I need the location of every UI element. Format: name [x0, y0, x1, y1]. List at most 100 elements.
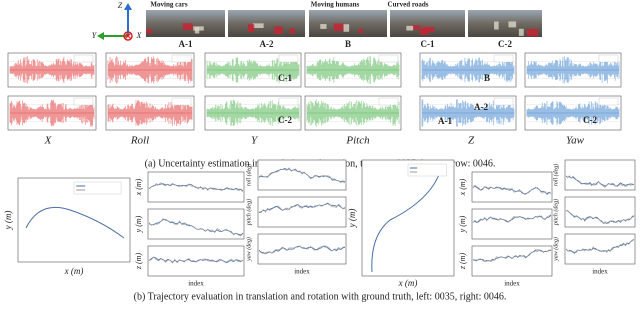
series-pred	[472, 249, 552, 262]
image-detail	[494, 21, 499, 30]
plot-marker: C-2	[278, 115, 292, 125]
axis-title: y (m)	[458, 215, 467, 233]
image-detail	[518, 28, 524, 36]
image-detail	[411, 25, 421, 30]
axis-name: Z	[468, 135, 475, 147]
axis-letter: X	[136, 31, 143, 40]
plot-legend	[278, 54, 299, 63]
axis-name: Pitch	[345, 135, 370, 147]
axis-title: x (m)	[64, 266, 84, 276]
image-detail	[274, 26, 283, 34]
axis-title: y (m)	[134, 215, 143, 233]
plot-marker: C-1	[278, 73, 292, 83]
image-label: B	[345, 39, 351, 49]
axis-title: yaw (deg)	[245, 237, 252, 262]
image-detail	[320, 24, 327, 29]
plot-legend	[493, 54, 514, 63]
plot-marker: B	[484, 73, 490, 83]
series-pred	[565, 175, 635, 188]
series-gt	[472, 185, 552, 195]
image-detail	[358, 28, 364, 34]
axis-title: roll (deg)	[552, 164, 559, 187]
series-pred	[258, 202, 346, 214]
axis-title: x (m)	[398, 278, 418, 288]
plot-legend	[73, 97, 94, 106]
axis-title: x (m)	[458, 178, 467, 196]
plot-marker: A-1	[438, 116, 452, 126]
image-label: A-2	[260, 39, 274, 49]
image-detail	[247, 24, 255, 32]
trajectory-legend	[73, 181, 122, 195]
plot-legend	[171, 97, 192, 106]
axis-name: X	[44, 135, 53, 147]
axis-title: index	[592, 268, 608, 276]
series-gt	[472, 249, 552, 262]
series-frame	[471, 208, 553, 240]
plot-legend	[493, 97, 514, 106]
axis-title: yaw (deg)	[552, 237, 559, 262]
series-frame	[564, 159, 636, 191]
series-pred	[566, 210, 635, 225]
axis-name: Yaw	[566, 135, 585, 147]
plot-legend	[278, 97, 299, 106]
trajectory-gt	[371, 171, 441, 273]
axis-title: pitch (deg)	[245, 199, 252, 226]
axis-title: y (m)	[3, 211, 13, 231]
image-detail	[146, 29, 153, 34]
image-label: C-2	[498, 39, 512, 49]
series-frame	[147, 208, 245, 240]
axis-title: index	[504, 280, 520, 288]
series-gt	[148, 256, 244, 264]
axis-title: z (m)	[134, 253, 143, 271]
x-axis-cross	[124, 32, 132, 40]
axis-name: Roll	[130, 135, 149, 147]
image-detail	[333, 23, 344, 32]
plot-marker: C-2	[583, 115, 597, 125]
series-frame	[257, 159, 347, 191]
plot-marker: A-2	[474, 102, 488, 112]
series-pred	[258, 167, 346, 184]
series-pred	[258, 245, 346, 254]
y-arrowhead	[97, 32, 104, 40]
series-pred	[472, 214, 552, 223]
trajectory-gt	[25, 206, 125, 239]
axis-title: index	[294, 268, 310, 276]
series-pred	[148, 218, 244, 237]
series-frame	[564, 196, 636, 228]
image-detail	[343, 24, 350, 32]
series-gt	[148, 183, 244, 192]
axis-title: z (m)	[458, 253, 467, 271]
image-detail	[406, 25, 414, 31]
series-pred	[565, 238, 635, 253]
image-label: A-1	[179, 39, 193, 49]
image-detail	[508, 21, 517, 28]
z-arrowhead	[124, 3, 132, 10]
series-frame	[564, 233, 636, 265]
caption: (b) Trajectory evaluation in translation…	[134, 291, 507, 302]
image-detail	[182, 23, 193, 31]
axis-title: index	[188, 280, 204, 288]
axis-name: Y	[251, 135, 259, 147]
trajectory-frame	[361, 159, 455, 277]
plot-legend	[171, 54, 192, 63]
image-detail	[289, 28, 295, 34]
x-axis-icon	[123, 31, 133, 41]
plot-legend	[378, 54, 399, 63]
axis-letter: Y	[92, 31, 98, 40]
image-detail	[194, 26, 200, 34]
axis-title: y (m)	[347, 209, 357, 229]
image-detail	[252, 23, 264, 29]
plot-legend	[598, 54, 619, 63]
trajectory-legend	[407, 163, 447, 177]
plot-legend	[378, 97, 399, 106]
scene-label: Curved roads	[388, 1, 429, 9]
series-pred	[148, 182, 244, 193]
series-pred	[472, 184, 552, 196]
series-pred	[148, 256, 244, 264]
series-frame	[257, 233, 347, 265]
plot-legend	[598, 97, 619, 106]
axis-title: x (m)	[134, 178, 143, 196]
scene-label: Moving humans	[311, 1, 360, 9]
image-detail	[422, 26, 435, 32]
series-frame	[257, 196, 347, 228]
